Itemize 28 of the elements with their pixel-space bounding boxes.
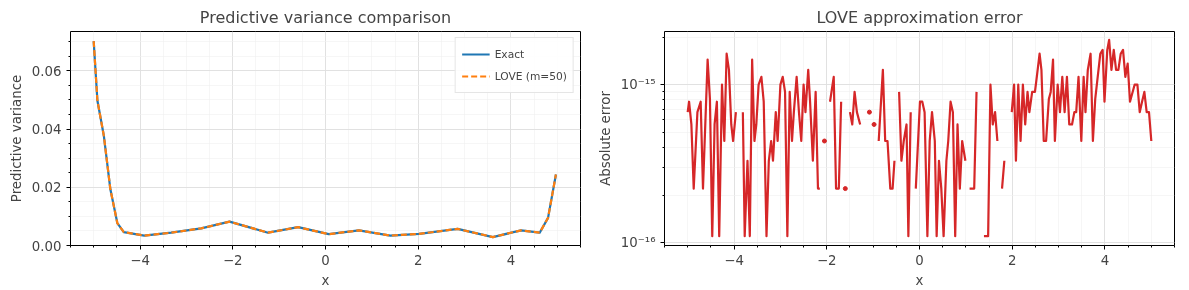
x-tick-label: −2 — [816, 252, 837, 268]
x-axis-title: x — [915, 272, 924, 288]
legend-label: LOVE (m=50) — [494, 69, 567, 83]
y-tick-label: 10⁻¹⁵ — [620, 77, 656, 93]
point — [842, 186, 848, 192]
y-tick-label: 10⁻¹⁶ — [620, 235, 656, 251]
legend-label: Exact — [494, 47, 525, 61]
point — [821, 138, 827, 144]
x-tick-label: 2 — [413, 252, 423, 268]
x-tick-label: 0 — [321, 252, 330, 268]
x-tick-label: −4 — [724, 252, 744, 268]
point — [866, 109, 872, 115]
y-axis-title: Absolute error — [597, 90, 613, 186]
x-tick-label: 0 — [915, 252, 924, 268]
chart-title: LOVE approximation error — [816, 7, 1024, 27]
x-tick-label: 4 — [506, 252, 516, 268]
x-tick-label: 2 — [1007, 252, 1017, 268]
x-axis-title: x — [321, 272, 330, 288]
x-tick-label: −4 — [130, 252, 150, 268]
y-tick-label: 0.00 — [31, 238, 62, 254]
y-tick-label: 0.06 — [31, 63, 62, 79]
x-tick-label: 4 — [1100, 252, 1110, 268]
x-tick-label: −2 — [222, 252, 243, 268]
point — [871, 121, 877, 127]
y-axis-title: Predictive variance — [8, 74, 24, 203]
y-tick-label: 0.04 — [31, 122, 62, 138]
y-tick-label: 0.02 — [31, 180, 62, 196]
chart-title: Predictive variance comparison — [199, 7, 452, 27]
